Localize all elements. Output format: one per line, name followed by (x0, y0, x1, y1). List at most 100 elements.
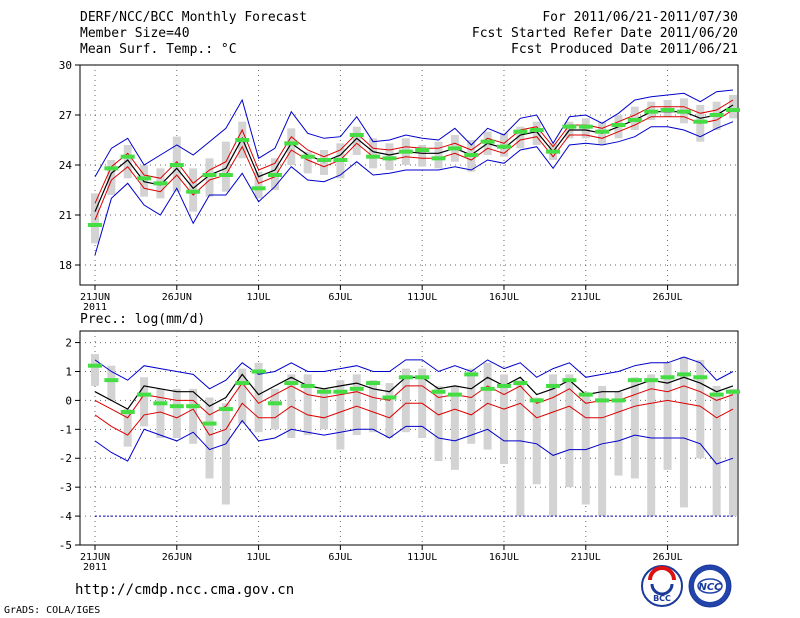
precip-box (270, 388, 279, 430)
precip-median-mark (431, 389, 446, 394)
temp-box (287, 128, 296, 165)
temp-median-mark (578, 124, 593, 129)
temp-x-tick-label: 6JUL (328, 292, 352, 303)
precip-box (499, 374, 508, 465)
temp-median-mark (382, 156, 397, 161)
temp-box (254, 171, 263, 199)
precip-series-upper-inner (94, 382, 734, 419)
precip-box (401, 368, 410, 433)
precip-y-tick-label: -4 (59, 510, 73, 523)
precip-y-tick-label: 2 (65, 337, 72, 350)
precip-y-tick-label: 1 (65, 365, 72, 378)
precip-median-mark (447, 392, 462, 397)
temp-median-mark (546, 149, 561, 154)
precip-box (91, 354, 99, 386)
precip-median-mark (251, 369, 266, 374)
precip-median-mark (88, 363, 102, 368)
precip-box (369, 380, 378, 433)
precip-median-mark (366, 381, 381, 386)
precip-series-upper-outer (94, 356, 734, 390)
temp-y-tick-label: 18 (59, 259, 72, 272)
precip-x-tick-label: 11JUL (407, 552, 437, 563)
precip-box (205, 397, 214, 479)
precip-box (549, 374, 558, 517)
precip-median-mark (676, 372, 691, 377)
temp-y-tick-label: 30 (59, 59, 72, 72)
precip-box (450, 385, 459, 470)
temp-median-mark (513, 129, 528, 134)
precip-box (123, 409, 132, 447)
temp-median-mark (693, 119, 708, 124)
precip-box (679, 357, 688, 508)
temp-median-mark (562, 124, 577, 129)
temp-median-mark (120, 154, 135, 159)
precip-box (467, 368, 476, 444)
precip-median-mark (529, 398, 544, 403)
temp-median-mark (88, 223, 102, 227)
temp-median-mark (202, 173, 217, 177)
temp-box (320, 150, 329, 175)
temp-series-lower-inner (94, 109, 734, 221)
precip-box (140, 377, 149, 427)
precip-median-mark (317, 389, 332, 394)
precip-box (598, 385, 607, 517)
precip-box (238, 368, 247, 424)
temp-y-tick-label: 27 (59, 109, 72, 122)
precip-box (434, 385, 443, 462)
precip-year-label: 2011 (83, 562, 107, 573)
temp-panel: 18 21 24 27 30 21JUN 26JUN 1JUL 6JUL 11JUL 16JUL 21… (59, 59, 740, 313)
temp-box (516, 126, 525, 149)
precip-y-tick-label: 0 (65, 394, 72, 407)
temp-median-mark (169, 163, 184, 167)
precip-median-mark (546, 383, 561, 388)
precip-box (320, 388, 329, 430)
temp-median-mark (611, 123, 626, 127)
temp-box (221, 141, 230, 192)
precip-frame (79, 330, 739, 546)
precip-series-lower-outer (94, 419, 734, 465)
precip-median-mark (726, 389, 740, 394)
temp-median-mark (235, 138, 250, 142)
temp-box (205, 158, 214, 197)
precip-median-mark (415, 375, 430, 380)
precip-box (516, 380, 525, 517)
precip-y-tick-label: -5 (59, 539, 72, 552)
temp-box (123, 145, 132, 179)
precip-x-tick-label: 26JUL (653, 552, 683, 563)
precip-median-mark (137, 392, 152, 397)
precip-median-mark (496, 383, 511, 388)
temp-x-tick-label: 1JUL (247, 292, 271, 303)
temp-x-tick-label: 21JUL (571, 292, 601, 303)
header-right: For 2011/06/21-2011/07/30 Fcst Started R… (472, 10, 738, 58)
footer-url[interactable]: http://cmdp.ncc.cma.gov.cn (75, 582, 295, 598)
temp-x-tick-label: 26JUL (653, 292, 683, 303)
temp-median-mark (218, 173, 233, 177)
precip-median-mark (235, 381, 250, 386)
temp-median-mark (480, 139, 495, 144)
precip-median-mark (120, 409, 135, 414)
precip-box (483, 362, 492, 450)
temp-box (91, 193, 99, 244)
temp-median-mark (660, 108, 675, 112)
precip-box (254, 362, 263, 433)
temp-median-mark (300, 154, 315, 159)
forecast-period: For 2011/06/21-2011/07/30 (542, 10, 738, 25)
precip-y-tick-label: -2 (59, 452, 72, 465)
precip-median-mark (627, 378, 642, 383)
forecast-produced: Fcst Produced Date 2011/06/21 (511, 42, 738, 57)
precip-median-mark (169, 404, 184, 409)
temp-median-mark (464, 153, 479, 157)
precip-median-mark (284, 381, 299, 386)
temp-median-mark (415, 148, 430, 152)
grads-credit: GrADS: COLA/IGES (4, 605, 101, 616)
temp-series-upper-inner (94, 99, 734, 204)
precip-panel: -5 -4 -3 -2 -1 0 1 2 21JUN 26JUN 1JUL 6JUL 11JUL 16JU… (59, 312, 740, 573)
temp-box (434, 141, 443, 169)
temp-median-mark (267, 173, 282, 177)
temp-box (369, 138, 378, 169)
precip-median-mark (186, 404, 201, 409)
temp-median-mark (366, 154, 381, 159)
precip-median-mark (693, 375, 708, 380)
precip-x-tick-label: 6JUL (328, 552, 352, 563)
